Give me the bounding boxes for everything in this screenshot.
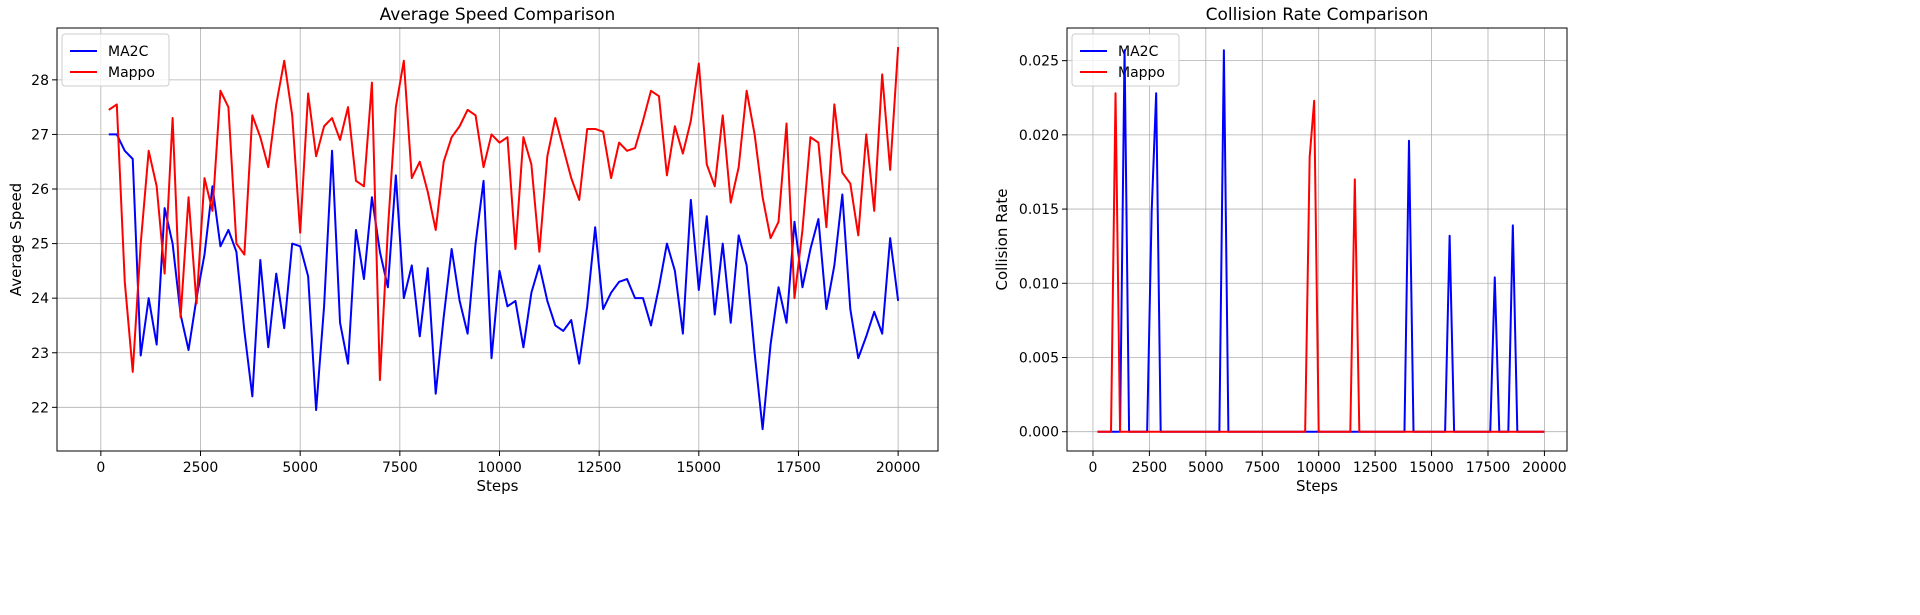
- y-tick-label: 0.010: [1019, 276, 1059, 292]
- grid: [57, 28, 938, 451]
- x-tick-label: 15000: [677, 460, 722, 476]
- y-tick-label: 28: [31, 73, 49, 89]
- x-tick-label: 15000: [1409, 460, 1454, 476]
- plot-frame: [1066, 27, 1568, 452]
- y-tick-label: 0.015: [1019, 202, 1059, 218]
- x-tick-label: 7500: [382, 460, 418, 476]
- x-tick-label: 12500: [577, 460, 622, 476]
- legend-label-ma2c: MA2C: [108, 44, 149, 60]
- chart-title: Collision Rate Comparison: [1206, 5, 1429, 25]
- chart-title: Average Speed Comparison: [380, 5, 616, 25]
- y-tick-label: 25: [31, 237, 49, 253]
- average-speed-chart: Average Speed Comparison Steps Average S…: [7, 5, 939, 495]
- legend-label-mappo: Mappo: [108, 65, 155, 81]
- x-tick-label: 2500: [183, 460, 219, 476]
- x-tick-label: 10000: [1296, 460, 1341, 476]
- y-tick-label: 26: [31, 182, 49, 198]
- plot-frame: [56, 27, 939, 452]
- y-tick-label: 22: [31, 400, 49, 416]
- series-line-mappo: [1097, 92, 1545, 433]
- x-tick-label: 12500: [1353, 460, 1398, 476]
- x-tick-label: 2500: [1132, 460, 1168, 476]
- legend-label-ma2c: MA2C: [1118, 44, 1159, 60]
- x-tick-label: 20000: [1522, 460, 1567, 476]
- x-tick-label: 5000: [1188, 460, 1224, 476]
- collision-rate-chart: Collision Rate Comparison Steps Collisio…: [993, 5, 1568, 495]
- x-axis-label: Steps: [477, 477, 519, 495]
- x-tick-label: 0: [1088, 460, 1097, 476]
- series-line-ma2c: [1097, 49, 1545, 433]
- x-axis-label: Steps: [1296, 477, 1338, 495]
- y-axis-label: Collision Rate: [993, 189, 1011, 291]
- y-tick-label: 27: [31, 127, 49, 143]
- legend: MA2C Mappo: [61, 33, 170, 87]
- y-tick-label: 24: [31, 291, 49, 307]
- legend-label-mappo: Mappo: [1118, 65, 1165, 81]
- y-axis-label: Average Speed: [7, 183, 25, 296]
- series-line-ma2c: [108, 133, 900, 431]
- y-tick-label: 0.000: [1019, 425, 1059, 441]
- y-tick-label: 0.025: [1019, 54, 1059, 70]
- x-tick-label: 17500: [776, 460, 821, 476]
- y-tick-label: 23: [31, 346, 49, 362]
- x-tick-label: 0: [96, 460, 105, 476]
- y-tick-label: 0.020: [1019, 128, 1059, 144]
- x-tick-label: 10000: [477, 460, 522, 476]
- x-tick-label: 20000: [876, 460, 921, 476]
- x-tick-label: 17500: [1466, 460, 1511, 476]
- series-line-mappo: [108, 47, 900, 382]
- x-tick-label: 5000: [282, 460, 318, 476]
- x-tick-label: 7500: [1244, 460, 1280, 476]
- y-tick-label: 0.005: [1019, 350, 1059, 366]
